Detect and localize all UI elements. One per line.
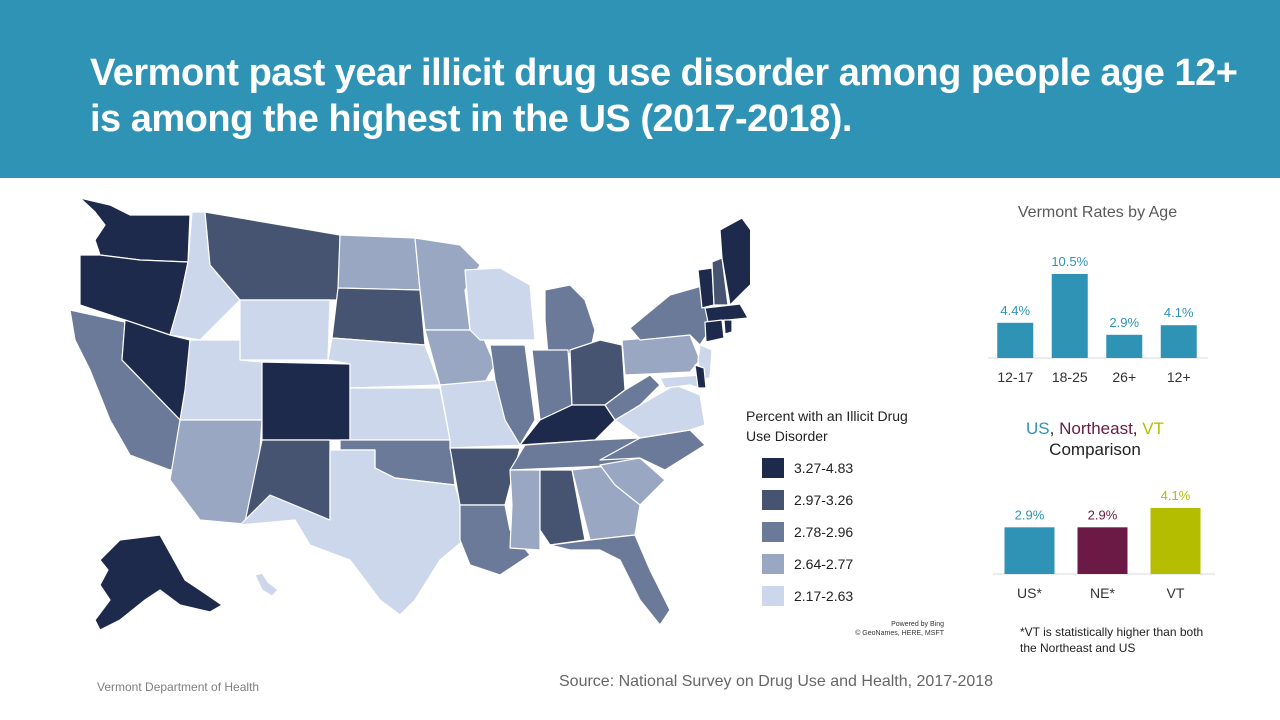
state-ak bbox=[94, 534, 223, 631]
legend-label: 3.27-4.83 bbox=[794, 460, 854, 476]
state-az bbox=[169, 419, 263, 526]
category-label: 18-25 bbox=[1052, 369, 1088, 385]
comparison-title-sep2: , bbox=[1132, 419, 1143, 438]
state-fl bbox=[549, 534, 671, 626]
state-mi bbox=[544, 284, 596, 356]
state-de bbox=[694, 364, 707, 389]
legend-label: 2.17-2.63 bbox=[794, 588, 854, 604]
bar-26 bbox=[1106, 334, 1143, 358]
state-oh bbox=[569, 339, 626, 406]
comparison-title-line2: Comparison bbox=[1049, 440, 1141, 459]
us-choropleth-map bbox=[69, 197, 750, 631]
legend-swatch bbox=[762, 522, 784, 542]
state-wy bbox=[239, 299, 331, 361]
state-tx bbox=[239, 449, 471, 616]
bing-credit: Powered by Bing bbox=[891, 621, 944, 628]
state-ri bbox=[723, 319, 733, 335]
bar-us bbox=[1004, 527, 1055, 574]
state-ks bbox=[349, 387, 451, 441]
comparison-chart-title: US, Northeast, VT Comparison bbox=[990, 418, 1200, 460]
data-label: 2.9% bbox=[1109, 315, 1139, 330]
bar-ne bbox=[1077, 527, 1128, 574]
category-label: US* bbox=[1017, 585, 1042, 601]
state-wv bbox=[604, 374, 661, 421]
comparison-bar-chart: 2.9% US* 2.9% NE* 4.1% VT bbox=[993, 488, 1215, 601]
legend-label: 2.97-3.26 bbox=[794, 492, 854, 508]
data-label: 4.1% bbox=[1161, 488, 1191, 503]
legend-label: 2.78-2.96 bbox=[794, 524, 854, 540]
legend-title: Percent with an Illicit Drug Use Disorde… bbox=[746, 408, 908, 444]
bar-vt bbox=[1150, 508, 1201, 574]
source-citation: Source: National Survey on Drug Use and … bbox=[559, 673, 994, 690]
state-hi bbox=[254, 572, 279, 597]
state-ma bbox=[704, 303, 749, 323]
category-label: VT bbox=[1167, 585, 1185, 601]
state-nd bbox=[337, 234, 421, 291]
data-label: 4.4% bbox=[1000, 303, 1030, 318]
bar-1825 bbox=[1051, 274, 1088, 358]
category-label: 26+ bbox=[1112, 369, 1136, 385]
state-ms bbox=[509, 469, 541, 551]
map-attribution: Powered by Bing © GeoNames, HERE, MSFT bbox=[850, 620, 944, 638]
comparison-title-vt: VT bbox=[1142, 419, 1164, 438]
state-wa bbox=[79, 197, 191, 263]
slide-title: Vermont past year illicit drug use disor… bbox=[90, 52, 1238, 140]
state-la bbox=[459, 504, 531, 576]
state-ct bbox=[704, 319, 725, 343]
footnote: *VT is statistically higher than both th… bbox=[1020, 625, 1204, 655]
legend-label: 2.64-2.77 bbox=[794, 556, 854, 572]
bar-1217 bbox=[997, 322, 1034, 358]
data-label: 4.1% bbox=[1164, 305, 1194, 320]
data-label: 2.9% bbox=[1015, 507, 1045, 522]
department-name: Vermont Department of Health bbox=[97, 680, 260, 694]
data-label: 2.9% bbox=[1088, 507, 1118, 522]
state-co bbox=[261, 361, 351, 441]
legend-swatch bbox=[762, 458, 784, 478]
state-sd bbox=[331, 287, 426, 346]
title-banner: Vermont past year illicit drug use disor… bbox=[0, 0, 1280, 178]
state-wi bbox=[464, 267, 536, 341]
legend-swatch bbox=[762, 554, 784, 574]
bar-12 bbox=[1160, 325, 1197, 358]
legend-swatch bbox=[762, 586, 784, 606]
age-chart-title: Vermont Rates by Age bbox=[1017, 204, 1178, 221]
comparison-title-us: US bbox=[1026, 419, 1050, 438]
state-ny bbox=[629, 284, 711, 346]
age-bar-chart: 4.4% 12-17 10.5% 18-25 2.9% 26+ 4.1% 12+ bbox=[988, 254, 1208, 385]
state-mn bbox=[414, 237, 481, 331]
comparison-title-ne: Northeast bbox=[1059, 419, 1133, 438]
comparison-title-sep1: , bbox=[1049, 419, 1060, 438]
state-sc bbox=[599, 457, 666, 506]
legend-swatch bbox=[762, 490, 784, 510]
geonames-credit: © GeoNames, HERE, MSFT bbox=[855, 630, 944, 637]
state-pa bbox=[621, 334, 701, 376]
category-label: 12+ bbox=[1167, 369, 1191, 385]
state-va bbox=[614, 384, 706, 439]
state-me bbox=[719, 217, 750, 306]
map-legend: Percent with an Illicit Drug Use Disorde… bbox=[746, 406, 946, 606]
data-label: 10.5% bbox=[1051, 254, 1088, 269]
state-ar bbox=[449, 447, 521, 506]
category-label: NE* bbox=[1090, 585, 1115, 601]
category-label: 12-17 bbox=[997, 369, 1033, 385]
